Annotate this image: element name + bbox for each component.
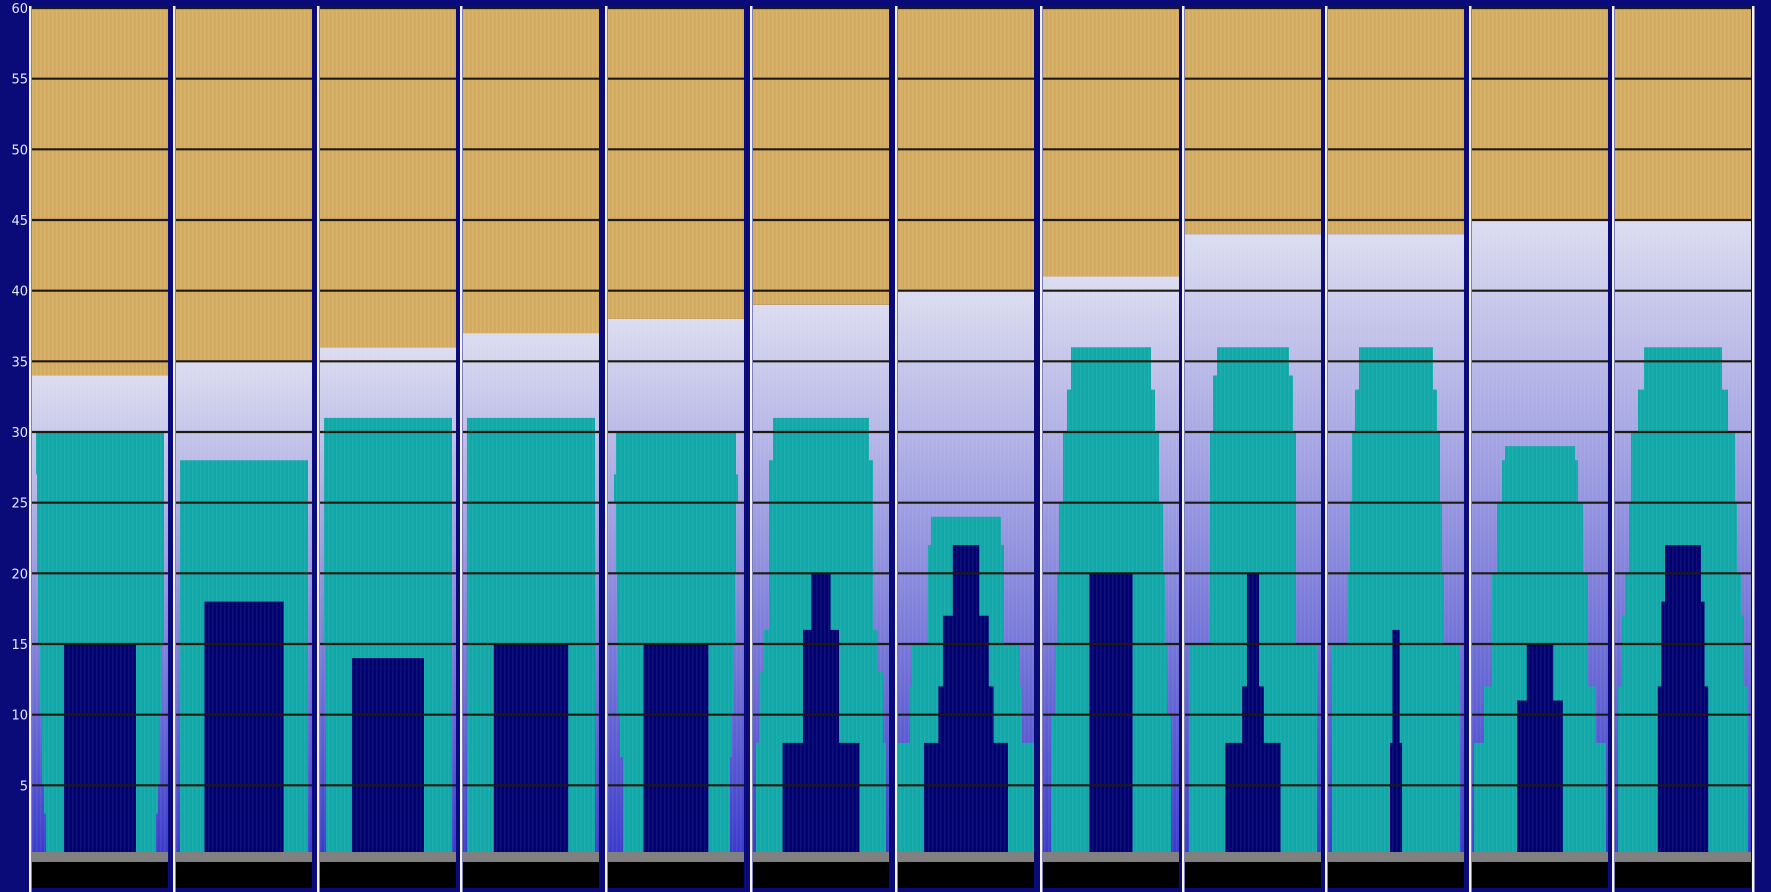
y-tick-label: 50 bbox=[11, 143, 28, 158]
y-tick-label: 55 bbox=[11, 73, 28, 88]
column-separator bbox=[1469, 6, 1472, 892]
column-12 bbox=[1612, 6, 1751, 892]
column-texture bbox=[176, 361, 312, 856]
base-black-strip bbox=[320, 862, 456, 888]
base-black-strip bbox=[753, 862, 889, 888]
column-texture bbox=[1328, 234, 1464, 857]
y-tick-label: 20 bbox=[11, 567, 28, 582]
base-gray-strip bbox=[1043, 852, 1179, 862]
column-9 bbox=[1182, 6, 1321, 892]
top-band-texture bbox=[320, 8, 456, 348]
top-band-texture bbox=[1472, 8, 1608, 220]
base-black-strip bbox=[1472, 862, 1608, 888]
column-separator bbox=[1040, 6, 1043, 892]
column-separator bbox=[895, 6, 898, 892]
top-band-texture bbox=[176, 8, 312, 362]
base-black-strip bbox=[608, 862, 744, 888]
base-black-strip bbox=[1328, 862, 1464, 888]
base-black-strip bbox=[898, 862, 1034, 888]
base-gray-strip bbox=[753, 852, 889, 862]
base-gray-strip bbox=[176, 852, 312, 862]
top-band-texture bbox=[753, 8, 889, 305]
y-tick-label: 60 bbox=[11, 2, 28, 17]
base-gray-strip bbox=[1328, 852, 1464, 862]
column-texture bbox=[608, 318, 744, 856]
y-tick-label: 35 bbox=[11, 355, 28, 370]
y-tick-label: 15 bbox=[11, 638, 28, 653]
column-texture bbox=[32, 375, 168, 856]
column-5 bbox=[605, 6, 744, 892]
base-gray-strip bbox=[32, 852, 168, 862]
column-texture bbox=[1472, 220, 1608, 856]
column-texture bbox=[463, 333, 599, 857]
column-1 bbox=[29, 6, 168, 892]
base-gray-strip bbox=[608, 852, 744, 862]
chart-columns bbox=[29, 6, 1755, 892]
base-black-strip bbox=[1043, 862, 1179, 888]
base-black-strip bbox=[32, 862, 168, 888]
column-10 bbox=[1325, 6, 1464, 892]
base-gray-strip bbox=[320, 852, 456, 862]
base-black-strip bbox=[176, 862, 312, 888]
top-band-texture bbox=[608, 8, 744, 319]
column-2 bbox=[173, 6, 312, 892]
base-black-strip bbox=[1615, 862, 1751, 888]
column-separator bbox=[1325, 6, 1328, 892]
base-gray-strip bbox=[1185, 852, 1321, 862]
column-7 bbox=[895, 6, 1034, 892]
column-separator bbox=[605, 6, 608, 892]
y-tick-label: 10 bbox=[11, 709, 28, 724]
y-tick-label: 40 bbox=[11, 285, 28, 300]
column-separator bbox=[317, 6, 320, 892]
column-6 bbox=[750, 6, 889, 892]
base-black-strip bbox=[463, 862, 599, 888]
top-band-texture bbox=[1043, 8, 1179, 277]
base-black-strip bbox=[1185, 862, 1321, 888]
column-texture bbox=[320, 347, 456, 856]
top-band-texture bbox=[463, 8, 599, 334]
column-separator bbox=[29, 6, 32, 892]
column-separator bbox=[173, 6, 176, 892]
y-tick-label: 5 bbox=[20, 779, 28, 794]
base-gray-strip bbox=[463, 852, 599, 862]
y-axis-tick-labels: 5 10 15 20 25 30 35 40 45 50 55 60 bbox=[11, 2, 28, 794]
column-separator bbox=[1182, 6, 1185, 892]
top-band-texture bbox=[1328, 8, 1464, 235]
top-band-texture bbox=[1615, 8, 1751, 220]
y-tick-label: 45 bbox=[11, 214, 28, 229]
column-texture bbox=[1615, 220, 1751, 856]
y-tick-label: 30 bbox=[11, 426, 28, 441]
base-gray-strip bbox=[1615, 852, 1751, 862]
column-separator bbox=[1752, 6, 1755, 892]
column-11 bbox=[1469, 6, 1608, 892]
column-8 bbox=[1040, 6, 1179, 892]
column-texture bbox=[753, 304, 889, 856]
column-separator bbox=[750, 6, 753, 892]
column-4 bbox=[460, 6, 599, 892]
column-3 bbox=[317, 6, 456, 892]
column-texture bbox=[1043, 276, 1179, 856]
column-separator bbox=[1612, 6, 1615, 892]
column-separator bbox=[460, 6, 463, 892]
top-band-texture bbox=[1185, 8, 1321, 235]
base-gray-strip bbox=[1472, 852, 1608, 862]
column-texture bbox=[1185, 234, 1321, 857]
y-tick-label: 25 bbox=[11, 497, 28, 512]
top-band-texture bbox=[32, 8, 168, 376]
base-gray-strip bbox=[898, 852, 1034, 862]
